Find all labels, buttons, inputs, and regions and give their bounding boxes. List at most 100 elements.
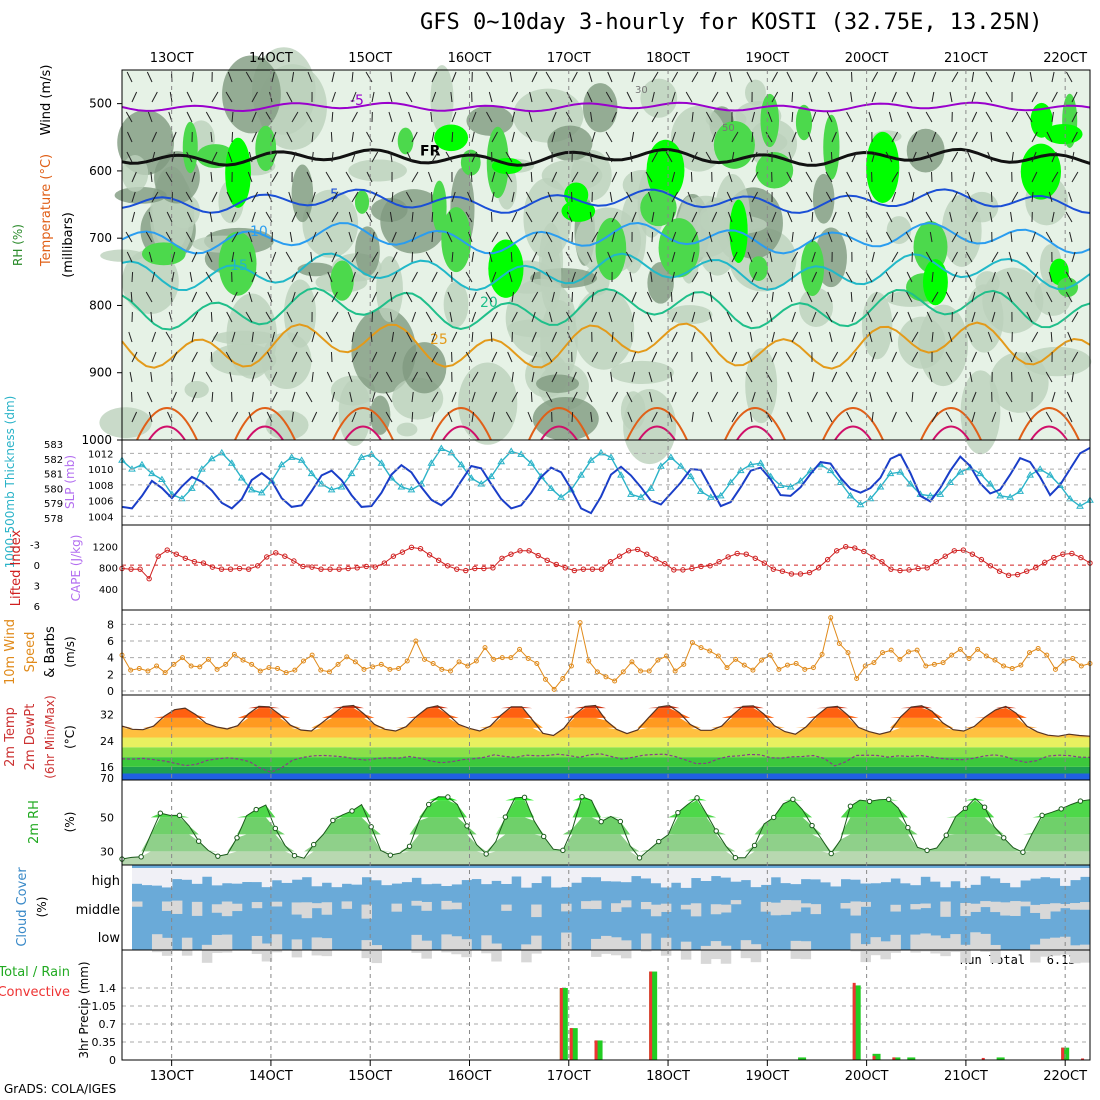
wind-speed-point — [646, 668, 652, 674]
wind-speed-point — [733, 656, 739, 662]
rh-point — [1077, 798, 1084, 804]
cloud-gap — [910, 904, 921, 910]
thickness-point — [337, 482, 346, 490]
time-axis-bottom-label: 14OCT — [249, 1069, 293, 1084]
wind-barb — [1066, 71, 1073, 83]
lifted-index-point — [562, 565, 568, 571]
wind-axis-label: 10m Wind — [3, 619, 18, 685]
rh-point — [751, 842, 758, 849]
wind-barb — [951, 391, 958, 403]
cloud-gap — [441, 868, 452, 887]
wind-barb — [291, 371, 297, 383]
cloud-gap — [531, 935, 542, 954]
rh-shade — [541, 159, 603, 192]
wind-barb — [1011, 71, 1016, 83]
cloud-gap — [341, 901, 353, 909]
wind-barb — [411, 351, 418, 363]
lifted-index-point — [535, 552, 541, 559]
cloud-gap — [161, 868, 173, 888]
wind-barb — [811, 391, 818, 403]
wind-barb — [308, 271, 313, 283]
wind-barb — [411, 411, 414, 423]
wind-barb — [785, 351, 793, 363]
wind-barb — [885, 231, 893, 243]
rh-shade — [458, 362, 518, 445]
wind-barb — [1026, 251, 1033, 263]
wind-barb — [205, 291, 213, 303]
wind-speed-point — [1018, 662, 1024, 668]
wind-barb — [210, 131, 213, 143]
lifted-index-point — [915, 565, 921, 572]
thickness-point — [996, 491, 1005, 499]
wind-barb — [530, 391, 533, 403]
lifted-index-point — [345, 565, 351, 572]
rh-fill-band — [122, 851, 1090, 865]
cloud-gap — [1020, 901, 1031, 907]
cloud-gap — [411, 934, 422, 953]
wind-barb — [971, 131, 978, 143]
rh-moist-shade — [749, 256, 768, 281]
wind-barb — [591, 291, 594, 303]
wind-barb — [811, 111, 817, 123]
wind-barb — [786, 191, 793, 203]
cloud-gap — [960, 868, 971, 888]
wind-barb — [969, 371, 973, 383]
wind-barb — [251, 111, 257, 123]
rh-point — [560, 847, 566, 854]
wind-barb — [671, 171, 676, 183]
wind-axis-label: Speed — [23, 632, 38, 673]
wind-barb — [347, 311, 353, 323]
wind-barb — [531, 251, 538, 263]
wind-barb — [1011, 351, 1017, 363]
wind-barb — [347, 371, 353, 383]
wind-barb — [751, 231, 758, 243]
cloud-gap — [940, 901, 951, 917]
wind-barb — [191, 411, 199, 423]
wind-barb — [545, 391, 553, 403]
thickness-point — [607, 453, 615, 460]
lifted-index-point — [245, 566, 252, 572]
cloud-gap — [920, 933, 931, 952]
rh-shade — [466, 105, 514, 136]
lifted-index-point — [273, 550, 279, 556]
wind-barb — [511, 191, 515, 203]
wind-barb — [271, 251, 277, 263]
wind-speed-point — [672, 668, 678, 674]
wind-speed-point — [785, 662, 790, 668]
wind-barb — [488, 251, 493, 263]
wind-barb — [509, 71, 513, 83]
wind-barb — [827, 291, 833, 303]
rh2m-axis-label: (%) — [63, 812, 77, 833]
wind-speed-point — [629, 659, 635, 665]
wind-barb — [871, 291, 878, 303]
wind-speed-line — [121, 615, 1091, 691]
thickness-tick-label: 583 — [44, 440, 63, 451]
wind-barb — [1050, 331, 1053, 343]
wind-barb — [345, 171, 353, 183]
wind-barb — [351, 151, 357, 163]
wind-barb — [665, 151, 673, 163]
precip-total-bar — [892, 1057, 901, 1060]
wind-barb — [611, 211, 618, 223]
wind-barb — [926, 191, 933, 203]
rh-point — [924, 847, 930, 854]
thickness-point — [287, 453, 296, 460]
wind-barb — [911, 151, 917, 163]
cloud-gap — [541, 868, 552, 877]
rh-shade — [291, 164, 314, 223]
cloud-gap — [481, 935, 492, 954]
wind-speed-point — [975, 646, 981, 652]
wind-barb — [251, 391, 254, 403]
time-axis-bottom-label: 18OCT — [646, 1069, 690, 1084]
wind-barb — [551, 331, 557, 343]
wind-barb — [626, 191, 633, 203]
rh-point — [1058, 806, 1064, 812]
wind-barb — [751, 131, 754, 143]
wind-barb — [906, 211, 913, 223]
cloud-gap — [1070, 903, 1081, 910]
wind-barb — [728, 231, 733, 243]
wind-barb — [431, 71, 438, 83]
wind-speed-point — [577, 620, 583, 626]
cloud-gap — [680, 868, 692, 888]
cloud-gap — [720, 904, 732, 913]
